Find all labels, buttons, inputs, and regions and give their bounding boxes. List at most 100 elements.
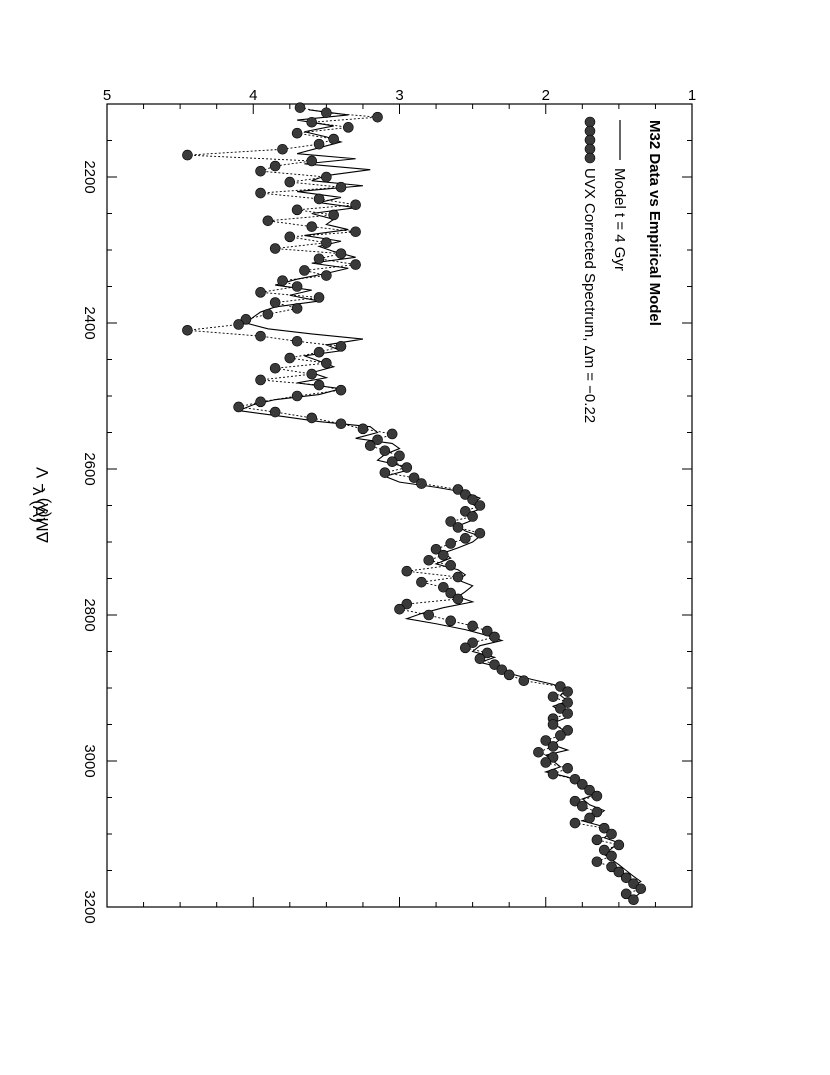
data-point <box>591 856 603 868</box>
data-point <box>306 412 318 424</box>
x-tick-label: 3200 <box>81 890 98 923</box>
data-point <box>291 303 303 314</box>
x-tick-label: 2600 <box>81 452 98 485</box>
data-point <box>269 406 281 418</box>
data-point <box>496 664 508 676</box>
x-tick-label: 2800 <box>81 598 98 631</box>
data-point <box>430 543 442 555</box>
x-axis-title: λ (Å) <box>29 487 48 523</box>
data-point <box>467 620 478 632</box>
data-point <box>321 237 332 248</box>
data-point <box>299 265 310 276</box>
legend-dot <box>584 125 596 137</box>
data-point <box>306 368 318 380</box>
data-point <box>445 516 456 527</box>
data-point <box>452 593 464 605</box>
data-point <box>569 795 581 807</box>
data-point <box>240 314 252 325</box>
legend-dot <box>584 152 596 164</box>
data-point <box>474 527 486 539</box>
data-point <box>291 390 303 402</box>
data-point <box>233 401 244 413</box>
data-point <box>445 560 456 571</box>
data-point <box>591 834 603 846</box>
data-point <box>460 533 471 544</box>
data-point <box>269 362 281 374</box>
data-point <box>313 138 325 150</box>
data-point <box>350 226 361 238</box>
data-point <box>467 494 478 505</box>
data-point <box>306 116 318 128</box>
data-point <box>577 779 588 790</box>
data-point <box>372 434 383 446</box>
data-point <box>613 866 625 878</box>
data-point <box>269 297 281 308</box>
data-point <box>335 181 347 193</box>
legend-dot <box>584 143 596 155</box>
data-point <box>460 506 471 517</box>
data-point <box>408 472 420 484</box>
data-point <box>562 697 573 708</box>
data-point <box>503 669 515 681</box>
data-point <box>628 878 639 889</box>
y-tick-label: 3 <box>395 87 403 104</box>
data-point <box>401 565 413 577</box>
data-point <box>416 478 427 489</box>
data-point <box>555 730 566 741</box>
y-axis: 1 2 3 4 5 <box>103 87 696 907</box>
data-point <box>306 221 318 232</box>
legend-model-label: Model t = 4 Gyr <box>611 168 628 271</box>
y-axis-title: ΔM(λ) − V <box>33 466 52 543</box>
data-point <box>386 456 398 468</box>
data-point <box>401 598 413 610</box>
data-point <box>613 839 625 851</box>
data-point <box>269 160 281 172</box>
data-point <box>562 708 573 719</box>
data-point <box>277 275 288 286</box>
data-point <box>284 176 296 188</box>
data-point <box>577 800 588 812</box>
data-point <box>620 872 632 884</box>
data-point <box>438 581 449 593</box>
data-point <box>547 741 559 752</box>
data-point <box>562 725 573 736</box>
data-point <box>343 122 354 133</box>
data-point <box>606 828 617 840</box>
data-point <box>606 850 617 862</box>
data-point <box>291 335 303 347</box>
data-point <box>321 171 332 183</box>
data-point <box>460 489 471 500</box>
data-point <box>372 111 383 123</box>
data-point <box>328 133 339 145</box>
x-tick-label: 3000 <box>81 744 98 777</box>
data-point <box>255 187 266 199</box>
data-point <box>635 883 647 895</box>
y-tick-label: 4 <box>249 87 257 104</box>
data-point <box>379 467 391 478</box>
data-point <box>313 193 325 205</box>
data-point <box>584 812 595 824</box>
data-point <box>357 423 369 435</box>
data-point <box>460 642 471 654</box>
data-point <box>452 484 464 495</box>
data-point <box>547 719 559 730</box>
y-tick-label: 5 <box>103 87 111 104</box>
data-point <box>294 102 306 113</box>
data-point <box>255 165 266 177</box>
data-point <box>335 384 347 396</box>
data-point <box>584 784 595 796</box>
data-point <box>598 844 610 856</box>
data-point <box>182 149 193 161</box>
data-point <box>394 603 405 615</box>
data-point <box>328 209 339 221</box>
data-point <box>467 637 478 649</box>
data-point <box>569 817 581 829</box>
plot-frame <box>106 103 693 908</box>
data-point <box>291 204 303 216</box>
legend-dot <box>584 134 596 146</box>
data-point <box>335 248 347 259</box>
data-point <box>474 500 486 511</box>
data-point <box>313 346 325 358</box>
data-point <box>518 675 530 687</box>
y-tick-label: 2 <box>542 87 550 104</box>
